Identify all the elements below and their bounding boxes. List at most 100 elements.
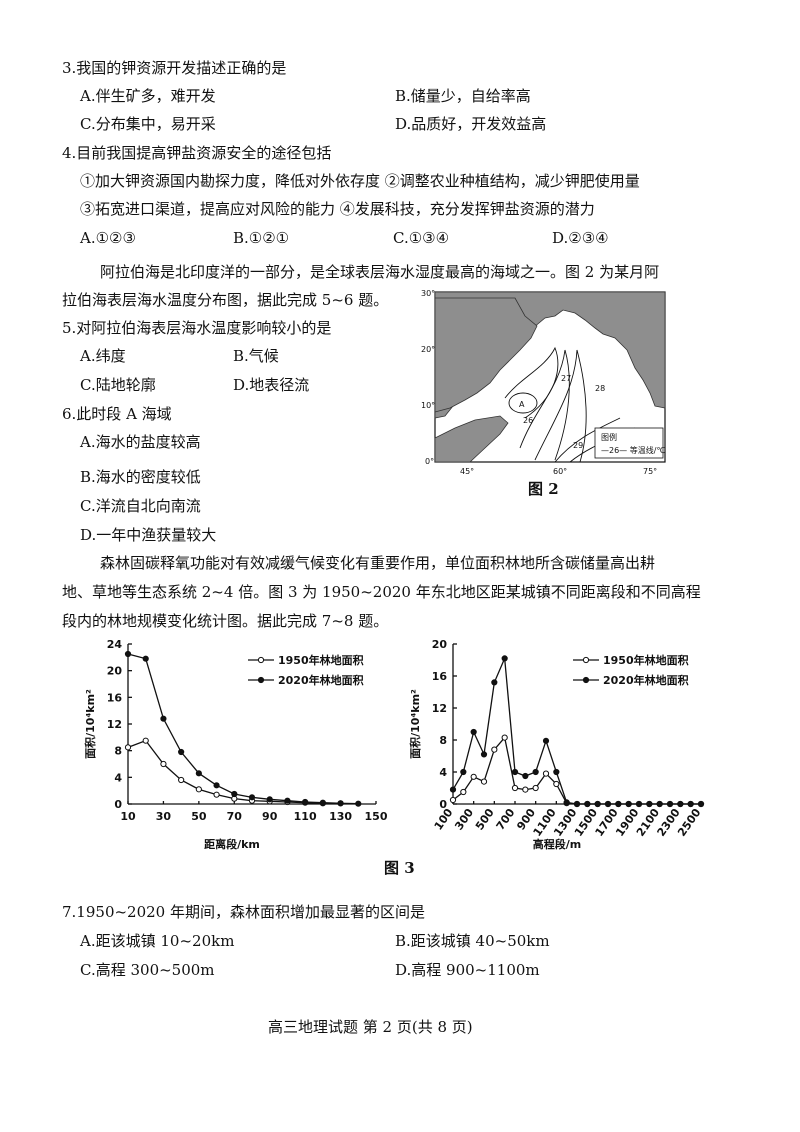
q7-stem: 7.1950~2020 年期间，森林面积增加最显著的区间是 [62, 903, 425, 921]
data-point-1950 [160, 760, 167, 768]
figure3-elevation-chart: 0481216201003005007009001100130015001700… [408, 638, 705, 851]
data-point-1950 [195, 786, 202, 793]
y-tick-label: 20 [432, 638, 448, 651]
data-point-1950 [142, 737, 149, 744]
q3-stem: 3.我国的钾资源开发描述正确的是 [62, 59, 287, 77]
y-tick-label: 12 [432, 702, 447, 715]
data-point-2020 [604, 800, 612, 808]
data-point-1950 [511, 784, 519, 792]
data-point-2020 [266, 796, 273, 803]
data-point-2020 [615, 800, 622, 808]
iso-label-28: 28 [595, 384, 605, 393]
point-a-ring [508, 392, 538, 414]
q3-option-b: B.储量少，自给率高 [395, 87, 531, 105]
q7-option-d: D.高程 900~1100m [395, 961, 540, 979]
data-point-2020 [319, 799, 326, 806]
q4-statements-line1: ①加大钾资源国内勘探力度，降低对外依存度 ②调整农业种植结构，减少钾肥使用量 [80, 172, 640, 190]
q5-option-d: D.地表径流 [233, 376, 310, 394]
data-point-2020 [337, 800, 344, 807]
x-axis-label: 高程段/m [533, 837, 581, 851]
map-legend-box [594, 427, 664, 459]
y-tick-label: 12 [107, 718, 122, 731]
legend-entry: 1950年林地面积 [603, 653, 689, 667]
q5-option-b: B.气候 [233, 347, 279, 365]
x-tick-label: 150 [365, 810, 388, 823]
legend-entry: 2020年林地面积 [603, 673, 689, 687]
data-point-2020 [563, 799, 570, 806]
x-tick-label: 110 [294, 810, 317, 823]
x-tick-label: 700 [494, 806, 518, 833]
intro2-line1: 阿拉伯海是北印度洋的一部分，是全球表层海水湿度最高的海域之一。图 2 为某月阿 [100, 263, 660, 281]
q7-option-a: A.距该城镇 10~20km [80, 932, 235, 950]
data-point-2020 [635, 800, 643, 808]
arabian-peninsula [434, 297, 538, 413]
y-tick-label: 24 [107, 638, 123, 651]
iso-label-29: 29 [573, 441, 583, 450]
x-tick-label: 100 [432, 806, 456, 833]
iso-label-26: 26 [523, 416, 533, 425]
data-point-2020 [491, 679, 498, 686]
q6-stem: 6.此时段 A 海域 [62, 405, 172, 423]
isotherm-27 [519, 349, 570, 461]
data-point-2020 [160, 715, 167, 722]
data-point-2020 [542, 737, 550, 744]
data-point-2020 [195, 770, 202, 777]
intro3-line3: 段内的林地规模变化统计图。据此完成 7~8 题。 [62, 612, 389, 630]
data-point-1950 [470, 773, 477, 780]
x-tick-label: 50 [191, 810, 207, 823]
y-tick-label: 16 [432, 670, 448, 683]
q3-option-a: A.伴生矿多，难开发 [80, 87, 216, 105]
data-point-1950 [522, 786, 529, 793]
data-point-2020 [553, 768, 560, 776]
data-point-2020 [646, 800, 653, 808]
x-tick-label: 500 [473, 806, 497, 833]
x-tick-label: 130 [329, 810, 352, 823]
lon-label-75: 75° [643, 467, 657, 476]
lat-label-20: 20° [421, 345, 435, 354]
q4-statements-line2: ③拓宽进口渠道，提高应对风险的能力 ④发展科技，充分发挥钾盐资源的潜力 [80, 200, 595, 218]
y-tick-label: 4 [114, 771, 122, 784]
lat-label-30: 30° [421, 289, 435, 298]
x-tick-label: 70 [227, 810, 243, 823]
data-point-2020 [470, 728, 477, 736]
figure3-distance-chart: 0 4 8 12 16 20 24 10 30 50 70 90 110 130 150 距离段/km 面积/1… [83, 638, 388, 851]
q3-option-c: C.分布集中，易开采 [80, 115, 216, 133]
q3-option-d: D.品质好，开发效益高 [395, 115, 547, 133]
page-footer: 高三地理试题 第 2 页(共 8 页) [268, 1018, 473, 1036]
figure2-caption: 图 2 [528, 480, 559, 498]
data-point-2020 [522, 772, 529, 780]
data-point-2020 [284, 797, 291, 804]
x-tick-label: 90 [262, 810, 278, 823]
data-point-2020 [355, 800, 362, 807]
q4-option-a: A.①②③ [80, 229, 136, 247]
series-line-1950 [452, 736, 701, 805]
data-point-2020 [142, 655, 149, 662]
y-tick-label: 0 [439, 798, 447, 811]
y-tick-label: 16 [107, 691, 123, 704]
data-point-1950 [460, 788, 467, 796]
data-point-2020 [178, 748, 185, 756]
lon-label-60: 60° [553, 467, 567, 476]
legend-marker [257, 656, 265, 664]
data-point-2020 [594, 800, 601, 808]
q5-option-a: A.纬度 [80, 347, 126, 365]
y-axis-label: 面积/10⁴km² [408, 689, 422, 759]
q7-option-b: B.距该城镇 40~50km [395, 932, 550, 950]
data-point-2020 [460, 768, 467, 776]
data-point-2020 [532, 768, 539, 776]
data-point-2020 [124, 650, 132, 658]
data-point-2020 [231, 790, 238, 798]
data-point-1950 [542, 770, 550, 777]
data-point-2020 [656, 800, 663, 808]
data-point-2020 [248, 794, 256, 801]
point-a-label: A [519, 400, 525, 409]
x-tick-label: 2500 [675, 806, 703, 839]
data-point-2020 [584, 800, 591, 808]
lon-label-45: 45° [460, 467, 474, 476]
y-tick-label: 8 [114, 745, 122, 758]
data-point-1950 [491, 746, 498, 753]
q4-option-d: D.②③④ [552, 229, 609, 247]
q4-stem: 4.目前我国提高钾盐资源安全的途径包括 [62, 144, 332, 162]
y-tick-label: 20 [107, 665, 123, 678]
legend-entry: 1950年林地面积 [278, 653, 364, 667]
